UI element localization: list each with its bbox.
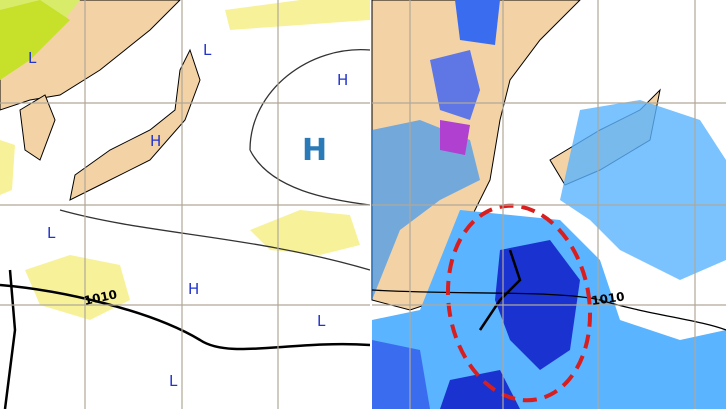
pressure-label: L — [47, 224, 56, 242]
grid — [372, 0, 726, 409]
isobar-label: 1010 — [590, 289, 625, 308]
pressure-label: L — [317, 312, 326, 330]
pressure-label: H — [188, 280, 199, 298]
pressure-label: H — [150, 132, 161, 150]
right-panel: 1010 — [371, 0, 726, 409]
pressure-label-high: H — [302, 133, 327, 168]
pressure-label: L — [169, 372, 178, 390]
pressure-label: L — [28, 49, 37, 67]
pressure-label: H — [337, 71, 348, 89]
isobar-label: 1010 — [83, 287, 119, 308]
grid — [0, 0, 370, 409]
left-panel: L L H H H L 1010 H L L — [0, 0, 371, 409]
pressure-label: L — [203, 41, 212, 59]
